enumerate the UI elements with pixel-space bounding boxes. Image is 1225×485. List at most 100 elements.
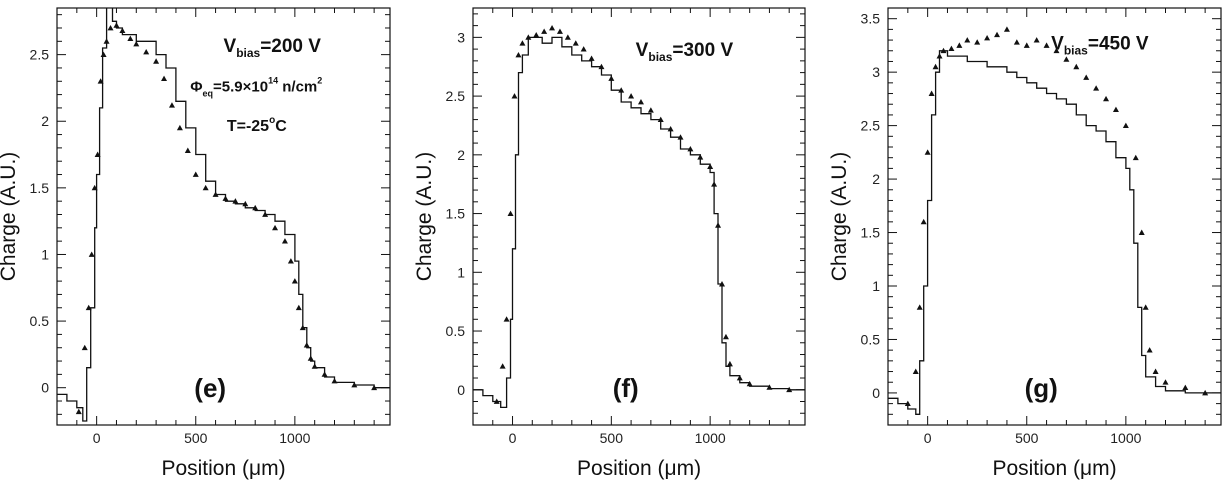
panel-3: 0 500 1000 0 0.5 1 1.5 2 2.5 3 3.5 Position (μm) Cha… — [828, 7, 1222, 480]
x-tick-label: 1000 — [279, 430, 310, 446]
y-tick-label: 2.5 — [30, 47, 50, 63]
data-point-marker — [1202, 389, 1209, 396]
data-point-marker — [75, 408, 82, 415]
data-point-marker — [100, 51, 107, 58]
data-point-marker — [667, 125, 674, 132]
data-point-marker — [119, 27, 126, 34]
plot-frame — [56, 7, 391, 426]
y-tick-label: 3.5 — [861, 11, 881, 27]
x-tick-label: 0 — [924, 430, 932, 446]
data-point-marker — [940, 47, 947, 54]
y-tick-label: 1.5 — [861, 225, 881, 241]
y-tick-label: 1 — [41, 246, 49, 262]
data-point-marker — [242, 200, 249, 207]
data-point-marker — [1063, 56, 1070, 62]
data-point-marker — [1053, 47, 1060, 54]
data-point-marker — [697, 154, 704, 160]
data-point-marker — [91, 184, 98, 191]
histogram-series-line — [888, 50, 1221, 415]
data-point-marker — [541, 28, 548, 34]
y-axis-title: Charge (A.U.) — [828, 152, 851, 282]
y-tick-label: 0 — [41, 380, 49, 396]
y-tick-label: 1.5 — [30, 180, 50, 196]
y-tick-label: 2 — [872, 171, 880, 187]
data-point-marker — [525, 34, 532, 40]
data-point-marker — [1073, 63, 1080, 70]
data-point-marker — [1122, 122, 1129, 129]
data-point-marker — [1043, 42, 1050, 48]
data-point-marker — [657, 116, 664, 122]
data-point-marker — [1152, 368, 1159, 374]
data-point-marker — [192, 171, 199, 177]
data-point-marker — [176, 124, 183, 131]
data-point-marker — [1023, 42, 1030, 48]
data-area — [473, 24, 805, 409]
data-point-marker — [637, 98, 644, 105]
data-point-marker — [519, 40, 526, 46]
data-point-marker — [1132, 154, 1139, 161]
data-point-marker — [1033, 37, 1040, 43]
data-point-marker — [628, 93, 635, 99]
x-tick-label: 500 — [1015, 430, 1039, 446]
data-point-marker — [303, 342, 310, 348]
data-point-marker — [549, 24, 556, 31]
data-point-marker — [916, 304, 923, 310]
panel-letter: (g) — [1025, 373, 1058, 403]
data-point-marker — [351, 382, 358, 388]
data-point-marker — [281, 238, 288, 244]
x-tick-label: 500 — [600, 430, 624, 446]
panel-letter: (e) — [194, 373, 226, 403]
annotation-label: Vbias=450 V — [1051, 34, 1149, 58]
y-axis-title: Charge (A.U.) — [413, 152, 436, 282]
annotation-label: Vbias=200 V — [224, 36, 322, 60]
data-point-marker — [507, 210, 514, 216]
data-point-marker — [511, 93, 518, 99]
data-point-marker — [262, 211, 269, 217]
data-point-marker — [515, 51, 522, 58]
data-point-marker — [608, 75, 615, 81]
data-point-marker — [572, 40, 579, 46]
plot-frame — [472, 7, 806, 426]
data-point-marker — [711, 181, 718, 187]
data-point-marker — [272, 224, 279, 231]
data-point-marker — [88, 251, 95, 257]
data-point-marker — [1142, 304, 1149, 310]
data-point-marker — [715, 222, 722, 228]
data-point-marker — [920, 218, 927, 225]
data-point-marker — [928, 90, 935, 96]
y-tick-label: 2.5 — [861, 118, 881, 134]
data-point-marker — [371, 384, 378, 391]
data-point-marker — [598, 63, 605, 70]
data-point-marker — [677, 134, 684, 140]
data-point-marker — [499, 363, 506, 369]
data-point-marker — [1013, 39, 1020, 45]
data-point-marker — [1093, 85, 1100, 91]
data-point-marker — [956, 42, 963, 48]
data-point-marker — [113, 22, 120, 28]
data-point-marker — [161, 75, 168, 82]
y-tick-label: 1 — [457, 264, 465, 280]
y-tick-label: 3 — [872, 64, 880, 80]
data-point-marker — [503, 316, 510, 322]
y-tick-label: 0 — [457, 382, 465, 398]
data-point-marker — [588, 55, 595, 61]
data-point-marker — [107, 24, 114, 31]
y-tick-label: 2 — [457, 147, 465, 163]
data-point-marker — [932, 63, 939, 70]
y-tick-label: 0.5 — [446, 323, 466, 339]
data-point-marker — [618, 87, 625, 93]
data-point-marker — [202, 184, 209, 191]
plot-frame — [887, 7, 1222, 426]
data-point-marker — [580, 46, 587, 52]
data-point-marker — [291, 278, 298, 284]
data-point-marker — [687, 145, 694, 152]
data-point-marker — [493, 398, 500, 404]
data-point-marker — [1162, 379, 1169, 385]
annotation-label: T=-25oC — [227, 115, 287, 135]
x-tick-label: 1000 — [1110, 430, 1141, 446]
panel-2: 0 500 1000 0 0.5 1 1.5 2 2.5 3 Position (μm) Charge… — [413, 7, 806, 480]
data-point-marker — [222, 195, 229, 201]
x-axis-title: Position (μm) — [161, 457, 285, 480]
panel-1: 0 500 1000 0 0.5 1 1.5 2 2.5 Position (μm) Charge … — [0, 7, 391, 480]
y-axis-title: Charge (A.U.) — [0, 152, 20, 282]
